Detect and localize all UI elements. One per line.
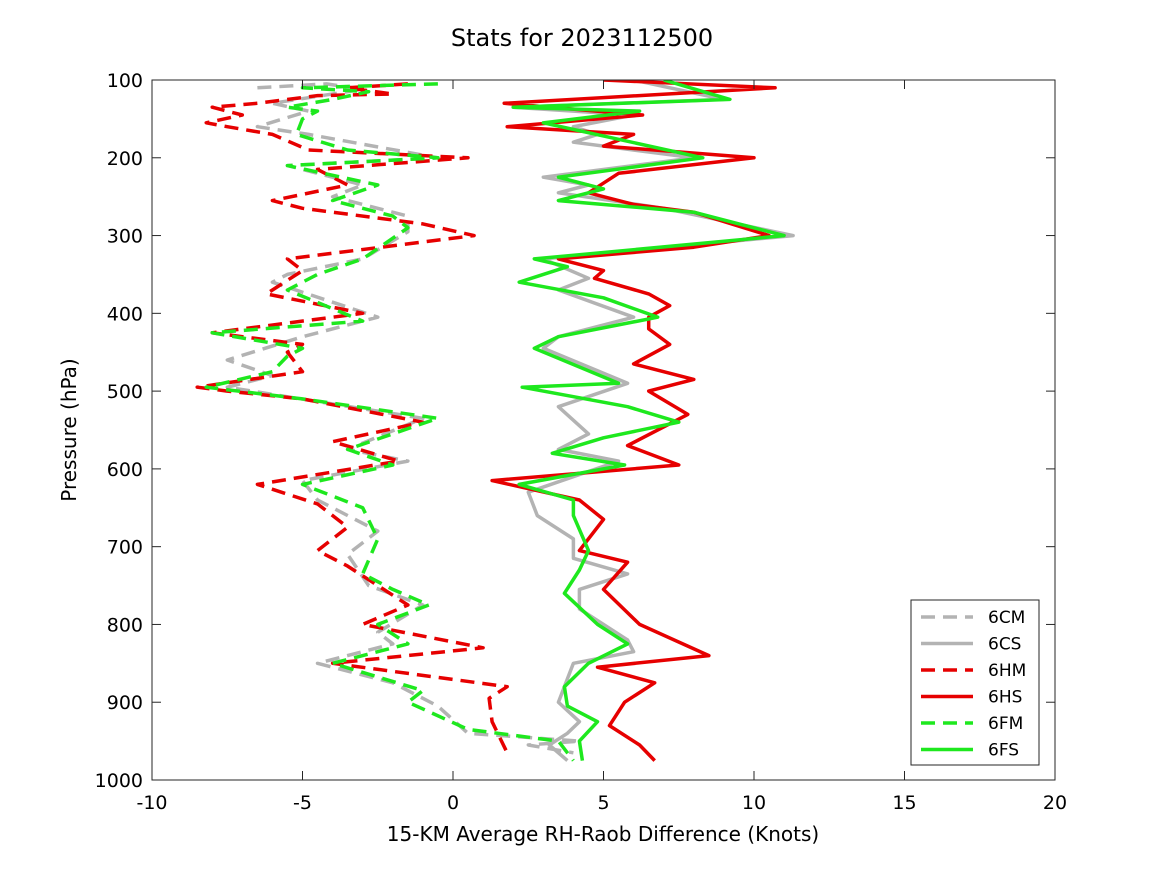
y-axis: 100 200 300 400 500 600 700 800 900 1000 (95, 70, 1055, 792)
series-layer (195, 80, 795, 762)
y-axis-label: Pressure (hPa) (57, 358, 81, 501)
legend-label-6cs: 6CS (988, 635, 1021, 655)
x-axis-label: 15-KM Average RH-Raob Difference (Knots) (387, 822, 819, 846)
series-line-6fs (511, 80, 786, 761)
y-tick-label: 700 (107, 537, 143, 559)
x-tick-label: -5 (293, 792, 312, 814)
x-tick-label: 10 (742, 792, 766, 814)
x-tick-label: -10 (136, 792, 167, 814)
legend-box (910, 599, 1040, 766)
legend-label-6hm: 6HM (988, 661, 1026, 681)
legend: 6CM 6CS 6HM 6HS 6FM 6FS (910, 599, 1040, 766)
y-tick-label: 100 (107, 70, 143, 92)
legend-label-6fm: 6FM (988, 714, 1023, 734)
y-tick-label: 500 (107, 381, 143, 403)
series-line-6fm (204, 82, 575, 762)
y-tick-label: 800 (107, 614, 143, 636)
y-tick-label: 900 (107, 692, 143, 714)
chart-title: Stats for 2023112500 (451, 24, 713, 52)
legend-label-6cm: 6CM (988, 608, 1025, 628)
x-tick-label: 5 (597, 792, 609, 814)
x-tick-label: 0 (447, 792, 459, 814)
legend-label-6hs: 6HS (988, 688, 1022, 708)
legend-label-6fs: 6FS (988, 741, 1019, 761)
y-tick-label: 400 (107, 303, 143, 325)
y-tick-label: 200 (107, 148, 143, 170)
x-tick-label: 15 (892, 792, 916, 814)
series-line-6hs (490, 80, 777, 762)
y-tick-label: 600 (107, 459, 143, 481)
y-tick-label: 1000 (95, 770, 143, 792)
y-tick-label: 300 (107, 226, 143, 248)
x-axis: -10 -5 0 5 10 15 20 (136, 80, 1067, 814)
x-tick-label: 20 (1043, 792, 1067, 814)
